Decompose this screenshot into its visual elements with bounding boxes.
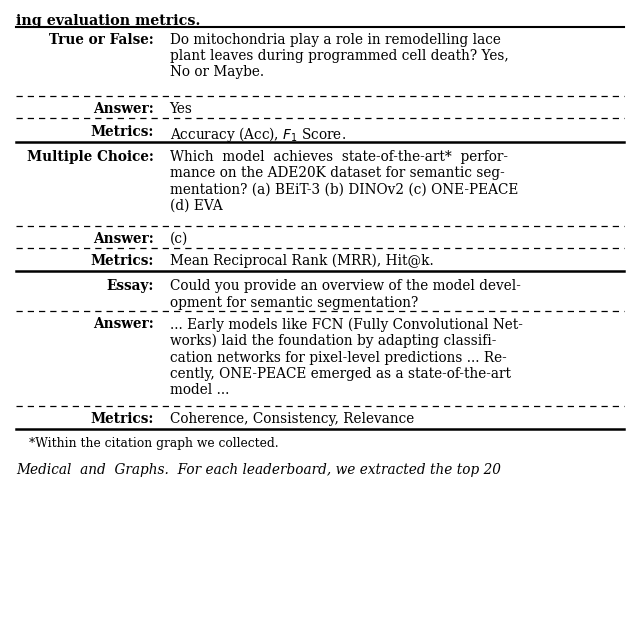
Text: Medical  and  Graphs.  For each leaderboard, we extracted the top 20: Medical and Graphs. For each leaderboard… bbox=[16, 463, 501, 477]
Text: Metrics:: Metrics: bbox=[90, 254, 154, 268]
Text: ... Early models like FCN (Fully Convolutional Net-
works) laid the foundation b: ... Early models like FCN (Fully Convolu… bbox=[170, 317, 522, 397]
Text: Coherence, Consistency, Relevance: Coherence, Consistency, Relevance bbox=[170, 412, 414, 426]
Text: Metrics:: Metrics: bbox=[90, 412, 154, 426]
Text: Which  model  achieves  state-of-the-art*  perfor-
mance on the ADE20K dataset f: Which model achieves state-of-the-art* p… bbox=[170, 150, 518, 212]
Text: Could you provide an overview of the model devel-
opment for semantic segmentati: Could you provide an overview of the mod… bbox=[170, 279, 520, 310]
Text: Yes: Yes bbox=[170, 102, 193, 116]
Text: ing evaluation metrics.: ing evaluation metrics. bbox=[16, 14, 200, 28]
Text: Do mitochondria play a role in remodelling lace
plant leaves during programmed c: Do mitochondria play a role in remodelli… bbox=[170, 33, 508, 79]
Text: Metrics:: Metrics: bbox=[90, 125, 154, 138]
Text: True or False:: True or False: bbox=[49, 33, 154, 47]
Text: (c): (c) bbox=[170, 232, 188, 246]
Text: *Within the citation graph we collected.: *Within the citation graph we collected. bbox=[29, 437, 278, 451]
Text: Multiple Choice:: Multiple Choice: bbox=[27, 150, 154, 164]
Text: Answer:: Answer: bbox=[93, 232, 154, 246]
Text: Essay:: Essay: bbox=[106, 279, 154, 293]
Text: Mean Reciprocal Rank (MRR), Hit@k.: Mean Reciprocal Rank (MRR), Hit@k. bbox=[170, 254, 433, 269]
Text: Answer:: Answer: bbox=[93, 102, 154, 116]
Text: Accuracy (Acc), $\mathit{F}_1$ Score.: Accuracy (Acc), $\mathit{F}_1$ Score. bbox=[170, 125, 346, 143]
Text: Answer:: Answer: bbox=[93, 317, 154, 331]
